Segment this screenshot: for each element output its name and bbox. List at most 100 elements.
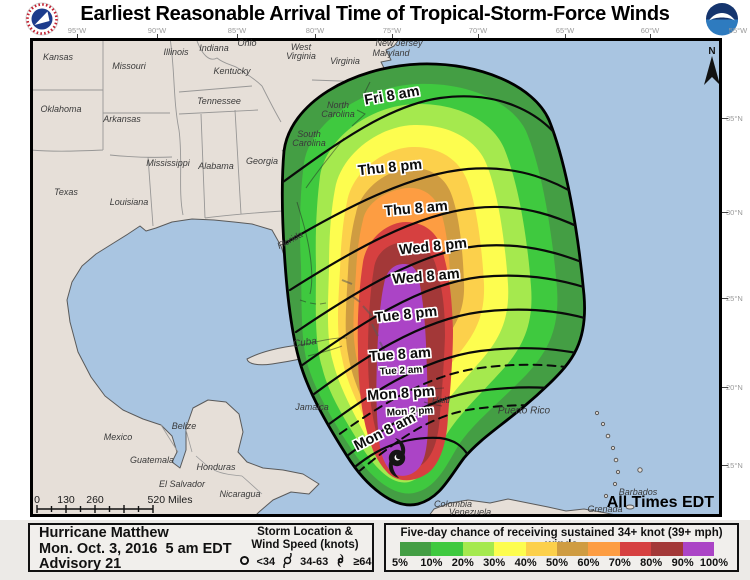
longitude-tick bbox=[565, 34, 566, 38]
color-swatch bbox=[525, 542, 558, 556]
geo-label-honduras: Honduras bbox=[196, 462, 236, 472]
map-border bbox=[30, 38, 722, 517]
scale-label: 130 bbox=[57, 494, 75, 506]
geo-label-kansas: Kansas bbox=[42, 52, 74, 62]
scale-label: 0 bbox=[34, 494, 40, 506]
geo-label-belize: Belize bbox=[171, 421, 197, 431]
legend-strip: Hurricane Matthew Mon. Oct. 3, 2016 5 am … bbox=[0, 520, 750, 580]
antilles-island bbox=[615, 469, 621, 475]
geo-label-arkansas: Arkansas bbox=[103, 114, 141, 124]
contour-tue-8am bbox=[311, 347, 585, 438]
geo-label-north-carolina: North Carolina bbox=[321, 100, 355, 119]
storm-location-legend: Storm Location & Wind Speed (knots) <34 … bbox=[230, 526, 380, 572]
trinidad-island bbox=[625, 504, 635, 510]
geo-label-texas: Texas bbox=[54, 187, 78, 197]
percent-label: 100% bbox=[699, 557, 729, 569]
storm-legend-title-line1: Storm Location & bbox=[257, 526, 353, 538]
wind-speed-label-hurricane: ≥64 bbox=[353, 556, 372, 568]
color-swatch bbox=[619, 542, 652, 556]
grenada-island bbox=[603, 493, 609, 499]
geo-label-louisiana: Louisiana bbox=[109, 197, 149, 207]
geo-label-illinois: Illinois bbox=[163, 47, 189, 57]
longitude-tick bbox=[157, 34, 158, 38]
geo-label-venezuela: Venezuela bbox=[448, 507, 492, 517]
percent-label: 30% bbox=[483, 557, 506, 569]
geo-label-missouri: Missouri bbox=[112, 61, 146, 71]
contour-mon-8am bbox=[334, 436, 470, 486]
percent-label: 10% bbox=[420, 557, 443, 569]
geo-label-west-virginia: West Virginia bbox=[286, 42, 316, 61]
longitude-label: 60°W bbox=[640, 26, 660, 35]
longitude-label: 55°W bbox=[728, 26, 748, 35]
longitude-label: 90°W bbox=[147, 26, 167, 35]
geo-label-jamaica: Jamaica bbox=[295, 402, 329, 412]
longitude-label: 80°W bbox=[305, 26, 325, 35]
latitude-label: 20°N bbox=[726, 383, 743, 392]
geo-label-kentucky: Kentucky bbox=[213, 66, 251, 76]
latitude-tick bbox=[722, 118, 728, 119]
contour-thu-8pm bbox=[282, 167, 585, 246]
antilles-island bbox=[605, 433, 611, 439]
longitude-tick bbox=[392, 34, 393, 38]
storm-legend-title-line2: Wind Speed (knots) bbox=[251, 539, 359, 551]
longitude-tick bbox=[237, 34, 238, 38]
geo-label-haiti: Haiti bbox=[431, 395, 451, 405]
disturbance-icon bbox=[238, 554, 251, 571]
color-swatch bbox=[682, 542, 715, 556]
storm-name: Hurricane Matthew bbox=[39, 525, 169, 541]
advisory-number: Advisory 21 bbox=[39, 556, 122, 572]
latitude-tick bbox=[722, 465, 728, 466]
all-times-label: All Times EDT bbox=[606, 494, 714, 511]
south-america-land bbox=[427, 498, 627, 517]
geo-label-mexico: Mexico bbox=[103, 432, 133, 442]
wind-speed-label-low: <34 bbox=[256, 556, 276, 568]
latitude-tick bbox=[722, 298, 728, 299]
longitude-tick bbox=[315, 34, 316, 38]
map-frame: Kansas Missouri Illinois Indiana Ohio We… bbox=[30, 38, 722, 517]
geo-label-colombia: Colombia bbox=[433, 499, 473, 509]
contour-fri-8am bbox=[282, 95, 564, 192]
geo-label-ohio: Ohio bbox=[237, 38, 257, 48]
scale-label: 260 bbox=[86, 494, 104, 506]
latitude-label: 25°N bbox=[726, 294, 743, 303]
scale-label: 520 Miles bbox=[147, 494, 193, 506]
country-borders bbox=[160, 424, 263, 495]
wind-speed-label-ts: 34-63 bbox=[300, 556, 329, 568]
north-arrow-icon bbox=[704, 56, 720, 85]
hurricane-symbol-icon bbox=[388, 438, 406, 478]
advisory-datetime: Mon. Oct. 3, 2016 5 am EDT bbox=[39, 540, 232, 557]
color-swatch bbox=[462, 542, 495, 556]
probability-legend-box: Five-day chance of receiving sustained 3… bbox=[384, 523, 739, 572]
geo-label-el-salvador: El Salvador bbox=[158, 479, 206, 489]
longitude-label: 65°W bbox=[555, 26, 575, 35]
geo-label-oklahoma: Oklahoma bbox=[40, 104, 82, 114]
contour-wed-8pm bbox=[294, 244, 585, 334]
geo-label-mississippi: Mississippi bbox=[146, 158, 190, 168]
longitude-label: 85°W bbox=[227, 26, 247, 35]
north-label: N bbox=[708, 46, 716, 57]
percent-label: 70% bbox=[608, 557, 631, 569]
percent-label: 20% bbox=[451, 557, 474, 569]
color-swatch bbox=[651, 542, 683, 556]
geo-label-alabama: Alabama bbox=[198, 161, 234, 171]
geo-label-south-carolina: South Carolina bbox=[292, 129, 326, 148]
percent-label: 50% bbox=[545, 557, 569, 569]
latitude-label: 35°N bbox=[726, 114, 743, 123]
geo-label-maryland: Maryland bbox=[372, 48, 410, 58]
antilles-island bbox=[612, 481, 618, 487]
page-title: Earliest Reasonable Arrival Time of Trop… bbox=[80, 3, 670, 25]
latitude-tick bbox=[722, 387, 728, 388]
tropical-storm-icon bbox=[280, 550, 295, 572]
contour-wed-8am bbox=[299, 274, 585, 368]
geo-label-grenada: Grenada bbox=[587, 504, 623, 514]
latitude-label: 15°N bbox=[726, 461, 743, 470]
longitude-tick bbox=[77, 34, 78, 38]
longitude-tick bbox=[650, 34, 651, 38]
latitude-tick bbox=[722, 212, 728, 213]
geo-label-tennessee: Tennessee bbox=[197, 96, 241, 106]
color-swatch bbox=[431, 542, 463, 556]
antilles-island bbox=[613, 457, 619, 463]
scale-bar bbox=[36, 505, 154, 513]
arrival-time-label: Tue 2 am bbox=[379, 364, 423, 378]
